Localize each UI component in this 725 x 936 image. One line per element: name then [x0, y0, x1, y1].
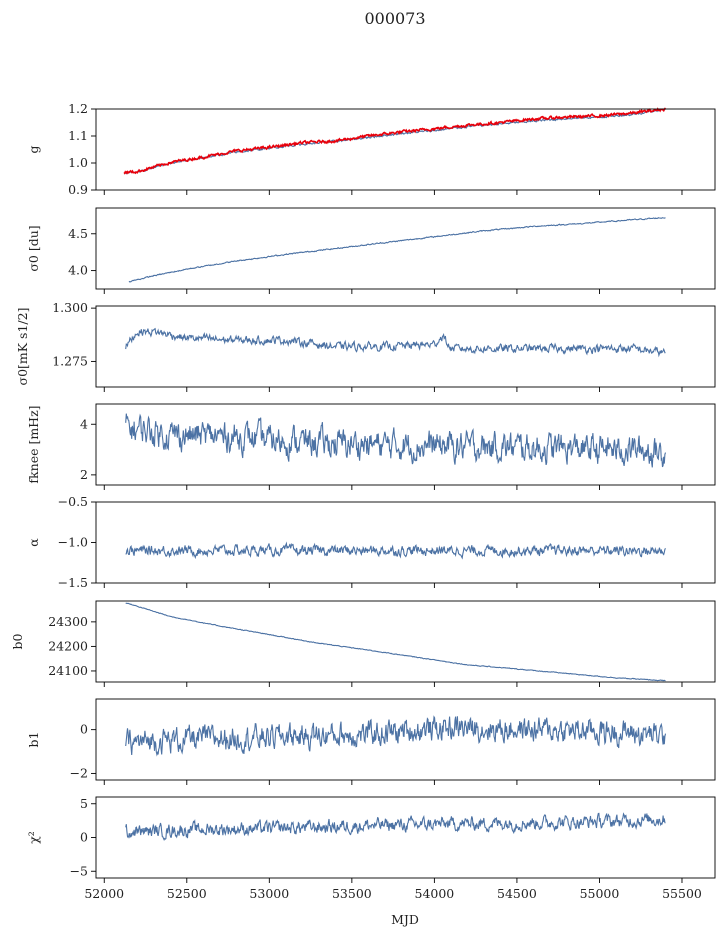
panel-frame-7	[95, 796, 716, 879]
panel-7: −5 0 5 52000 52500 53000 53500 54000 54500 55000 5…	[26, 796, 716, 901]
series-line-0-0	[123, 108, 666, 175]
x-tick-label-7: 55500	[662, 886, 702, 901]
panel-frame-3	[95, 403, 716, 486]
x-tick-label-1: 52500	[167, 886, 207, 901]
panel-2: 1.275 1.300 σ0[mK s1/2]	[15, 300, 716, 392]
y-tick-label-0-3: 1.2	[68, 101, 88, 116]
y-axis-label-5: b0	[10, 633, 25, 649]
y-tick-label-7-1: 0	[80, 830, 88, 845]
y-tick-label-4-2: −0.5	[58, 494, 88, 509]
panel-4: −1.5 −1.0 −0.5 α	[26, 494, 716, 590]
y-tick-label-3-0: 2	[80, 467, 88, 482]
y-tick-label-4-0: −1.5	[58, 575, 88, 590]
panel-frame-0	[95, 108, 716, 191]
series-line-4-0	[125, 541, 666, 560]
panel-6: −2 0 b1	[26, 698, 716, 785]
y-tick-label-5-0: 24100	[48, 663, 88, 678]
y-tick-label-5-2: 24300	[48, 614, 88, 629]
panel-frame-2	[95, 305, 716, 388]
panel-1: 4.0 4.5 σ0 [du]	[26, 207, 716, 294]
y-tick-label-1-1: 4.5	[68, 226, 88, 241]
x-tick-label-0: 52000	[84, 886, 124, 901]
panel-0: 0.9 1.0 1.1 1.2 g	[26, 101, 716, 197]
y-axis-label-3: fknee [mHz]	[26, 405, 41, 483]
series-line-5-0	[125, 602, 666, 682]
x-tick-label-2: 53000	[249, 886, 289, 901]
y-axis-label-1: σ0 [du]	[26, 225, 41, 271]
panel-5: 24100 24200 24300 b0	[10, 600, 716, 687]
panel-frame-1	[95, 207, 716, 290]
y-tick-label-0-2: 1.1	[68, 128, 88, 143]
y-axis-label-4: α	[26, 538, 41, 547]
y-tick-label-7-0: −5	[70, 863, 88, 878]
y-axis-label-6: b1	[26, 732, 41, 748]
x-axis-label: MJD	[391, 912, 419, 927]
x-tick-label-6: 55000	[580, 886, 620, 901]
panel-frame-5	[95, 600, 716, 683]
y-axis-label-0: g	[26, 145, 41, 153]
y-tick-label-4-1: −1.0	[58, 535, 88, 550]
y-tick-label-3-1: 4	[80, 416, 88, 431]
series-line-1-0	[128, 217, 666, 283]
y-tick-label-2-1: 1.300	[52, 300, 88, 315]
y-tick-label-5-1: 24200	[48, 638, 88, 653]
series-line-2-0	[125, 327, 666, 358]
series-line-7-0	[125, 812, 666, 841]
panel-frame-6	[95, 698, 716, 781]
y-tick-label-7-2: 5	[80, 796, 88, 811]
y-tick-label-2-0: 1.275	[52, 353, 88, 368]
series-line-0-1	[123, 107, 667, 175]
series-line-6-0	[125, 715, 667, 757]
x-tick-label-5: 54500	[497, 886, 537, 901]
figure-title: 000073	[364, 9, 425, 28]
panel-3: 2 4 fknee [mHz]	[26, 403, 716, 490]
y-tick-label-0-0: 0.9	[68, 182, 88, 197]
x-tick-label-3: 53500	[332, 886, 372, 901]
y-axis-label-2: σ0[mK s1/2]	[15, 308, 30, 386]
y-tick-label-1-0: 4.0	[68, 263, 88, 278]
series-line-3-0	[125, 413, 667, 468]
y-axis-label-7: χ²	[26, 831, 41, 844]
y-tick-label-0-1: 1.0	[68, 155, 88, 170]
x-tick-label-4: 54000	[415, 886, 455, 901]
panels: 0.9 1.0 1.1 1.2 g 4.0 4.5 σ0 [du] 1.275 1.300 σ0[m…	[10, 101, 716, 901]
panel-frame-4	[95, 501, 716, 584]
y-tick-label-6-1: 0	[80, 722, 88, 737]
y-tick-label-6-0: −2	[70, 765, 88, 780]
